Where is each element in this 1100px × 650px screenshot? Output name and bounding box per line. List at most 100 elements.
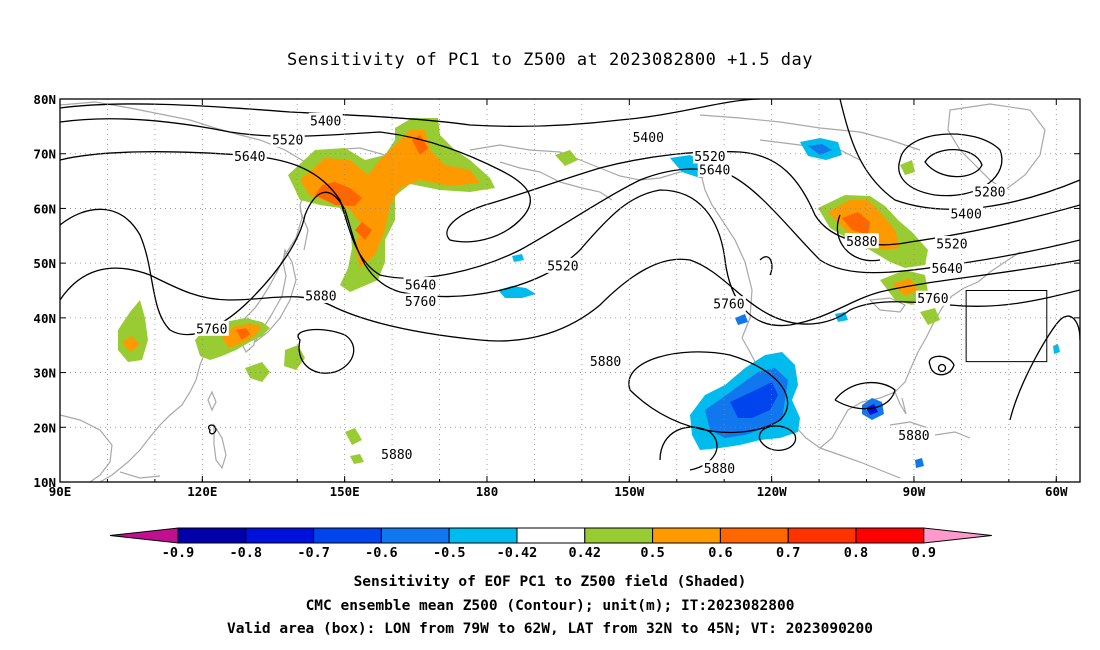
contour-label-background xyxy=(915,290,950,306)
x-tick-label: 120W xyxy=(757,484,788,499)
y-tick-label: 70N xyxy=(33,147,56,162)
caption-line-3: Valid area (box): LON from 79W to 62W, L… xyxy=(226,621,873,637)
contour-5880-l xyxy=(836,214,881,262)
contour-label: 5280 xyxy=(974,186,1005,201)
colorbar-label: -0.7 xyxy=(297,545,330,561)
contour-label-background xyxy=(303,287,338,303)
colorbar-label: -0.42 xyxy=(497,545,538,561)
colorbar-segment xyxy=(313,527,382,544)
colorbar-label: 0.9 xyxy=(912,545,936,561)
colorbar-segment xyxy=(245,527,315,544)
contour-label: 5760 xyxy=(713,298,744,313)
colorbar-label: -0.6 xyxy=(365,545,398,561)
x-tick-label: 150W xyxy=(614,484,645,499)
colorbar-segment xyxy=(380,527,450,544)
colorbar-segment xyxy=(448,527,518,544)
contour-5520 xyxy=(60,118,1080,246)
contour-label: 5400 xyxy=(310,114,341,129)
colorbar-segment xyxy=(584,527,654,544)
y-tick-label: 40N xyxy=(33,311,56,326)
x-tick-label: 120E xyxy=(187,484,217,499)
colorbar-left-triangle xyxy=(109,527,179,544)
contour-label-background xyxy=(692,148,727,164)
contour-label: 5640 xyxy=(699,164,730,179)
contour-label: 5760 xyxy=(917,292,948,307)
colorbar-right-triangle xyxy=(923,527,992,544)
contour-label-background xyxy=(270,132,305,148)
y-tick-label: 10N xyxy=(33,475,56,490)
contour-5880-i xyxy=(1009,315,1080,421)
x-tick-label: 90E xyxy=(49,484,72,499)
contour-5280-inner xyxy=(924,149,983,178)
colorbar: -0.9 -0.8 -0.7 -0.6 -0.5 -0.42 0.42 0.5 0.6 0.7 0.… xyxy=(109,527,992,561)
colorbar-label: 0.42 xyxy=(569,545,602,561)
contour-label: 5880 xyxy=(704,462,735,477)
contour-label-background xyxy=(631,129,666,145)
colorbar-segment xyxy=(652,527,721,544)
contour-label-background xyxy=(403,277,438,293)
contour-label-background xyxy=(588,353,623,369)
caption-line-2: CMC ensemble mean Z500 (Contour); unit(m… xyxy=(305,598,795,614)
colorbar-segment xyxy=(719,527,789,544)
contour-5880-e xyxy=(297,328,355,374)
contour-5640 xyxy=(60,151,1080,279)
contour-5880-c xyxy=(758,425,797,451)
contour-label: 5880 xyxy=(846,235,877,250)
colorbar-label: 0.5 xyxy=(640,545,664,561)
contour-label-background xyxy=(844,233,879,249)
contour-label: 5520 xyxy=(694,150,725,165)
contour-label: 5400 xyxy=(633,131,664,146)
contour-label: 5640 xyxy=(405,279,436,294)
contour-label: 5520 xyxy=(272,134,303,149)
contour-label-background xyxy=(545,257,580,273)
valid-area-box xyxy=(965,290,1048,363)
contour-label-background xyxy=(702,460,737,476)
colorbar-label: -0.5 xyxy=(433,545,466,561)
colorbar-label: 0.8 xyxy=(844,545,868,561)
y-tick-label: 50N xyxy=(33,256,56,271)
contour-label-background xyxy=(403,293,438,309)
contour-5280 xyxy=(898,133,1003,197)
colorbar-label: 0.7 xyxy=(776,545,800,561)
colorbar-label: 0.6 xyxy=(708,545,732,561)
contour-5880 xyxy=(60,258,1080,342)
contour-label: 5760 xyxy=(196,322,227,337)
contour-label: 5760 xyxy=(405,295,436,310)
z500-contours xyxy=(60,99,1080,471)
x-axis: 90E 120E 150E 180 150W 120W 90W 60W xyxy=(49,99,1068,499)
x-tick-label: 60W xyxy=(1045,484,1068,499)
contour-label: 5880 xyxy=(898,429,929,444)
x-tick-label: 180 xyxy=(476,484,499,499)
y-tick-label: 20N xyxy=(33,420,56,435)
x-tick-label: 150E xyxy=(330,484,360,499)
contour-label-background xyxy=(711,296,746,312)
contour-label-background xyxy=(194,320,229,336)
colorbar-segment xyxy=(855,527,925,544)
coastlines xyxy=(60,101,1046,482)
y-tick-label: 60N xyxy=(33,201,56,216)
y-tick-label: 80N xyxy=(33,92,56,107)
contour-label: 5520 xyxy=(936,237,967,252)
caption-line-1: Sensitivity of EOF PC1 to Z500 field (Sh… xyxy=(353,574,747,590)
contour-5880-k xyxy=(759,256,773,276)
contour-5400 xyxy=(60,99,1080,210)
contour-label-background xyxy=(934,235,969,251)
colorbar-segment xyxy=(787,527,857,544)
grid-lines xyxy=(60,99,1080,482)
contour-5880-h xyxy=(937,363,947,373)
colorbar-segment xyxy=(177,527,247,544)
contour-label: 5520 xyxy=(547,259,578,274)
contour-5760 xyxy=(60,189,1080,336)
contour-label: 5640 xyxy=(932,262,963,277)
contour-label-background xyxy=(896,427,931,443)
map-frame xyxy=(59,98,1081,483)
colorbar-segment xyxy=(516,527,586,544)
x-tick-label: 90W xyxy=(903,484,926,499)
contour-label-background xyxy=(308,112,343,128)
map-title: Sensitivity of PC1 to Z500 at 2023082800… xyxy=(286,50,813,70)
contour-label-background xyxy=(949,205,984,221)
contour-label-background xyxy=(232,148,267,164)
